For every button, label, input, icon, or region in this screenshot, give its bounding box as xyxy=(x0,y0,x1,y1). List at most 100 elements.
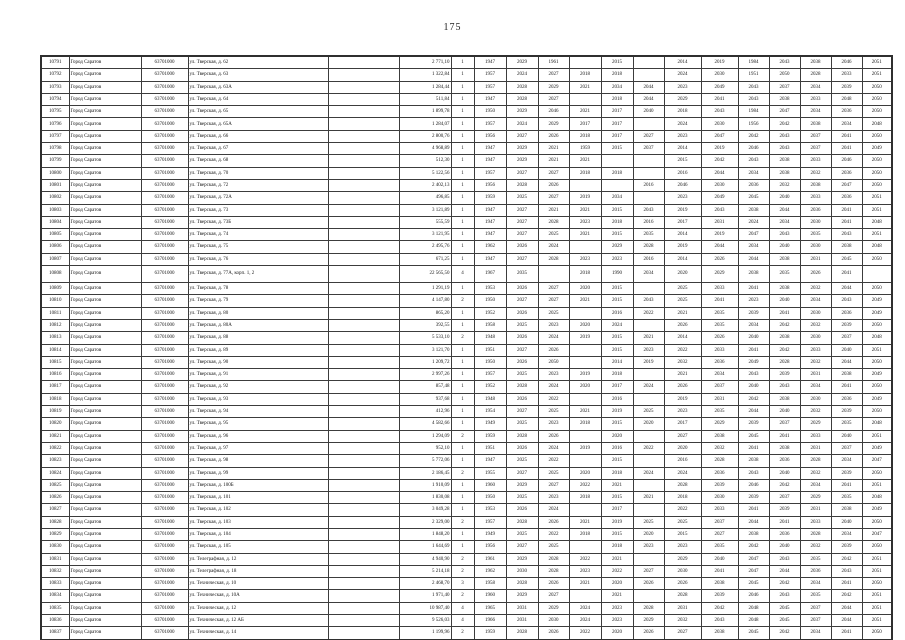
year-built: 1965 xyxy=(473,601,507,616)
note-cell xyxy=(327,614,400,628)
total-area: 5 122,56 xyxy=(398,166,452,180)
table-row: 10835 Город Саратов 63701000 ул. Техническа… xyxy=(40,601,893,616)
municipality-name: Город Саратов xyxy=(68,343,142,357)
plan-year-4: 2022 xyxy=(600,564,634,579)
plan-year-12: 2049 xyxy=(861,392,893,407)
note-cell xyxy=(327,166,400,180)
oktmo-code: 63701000 xyxy=(140,515,189,529)
plan-year-6: 2019 xyxy=(663,240,702,254)
plan-year-9: 2038 xyxy=(768,392,801,407)
plan-year-5: 2022 xyxy=(632,441,665,456)
plan-year-4: 2015 xyxy=(600,331,634,345)
row-number: 10809 xyxy=(40,282,70,296)
floors-count: 1 xyxy=(450,105,475,119)
plan-year-9: 2040 xyxy=(768,240,801,254)
plan-year-7: 2030 xyxy=(700,117,739,131)
plan-year-4 xyxy=(600,154,634,168)
plan-year-12: 2050 xyxy=(861,178,893,193)
floors-count: 1 xyxy=(450,527,475,542)
plan-year-1: 2026 xyxy=(505,503,539,517)
plan-year-3: 2021 xyxy=(568,577,602,591)
municipality-name: Город Саратов xyxy=(68,441,142,456)
plan-year-4: 2018 xyxy=(600,368,634,382)
plan-year-8: 2036 xyxy=(737,178,770,193)
plan-year-11: 2042 xyxy=(830,552,863,566)
oktmo-code: 63701000 xyxy=(140,105,189,119)
table-row: 10795 Город Саратов 63701000 ул. Тверская, … xyxy=(40,105,893,119)
total-area: 2 800,76 xyxy=(398,129,452,144)
plan-year-2: 2027 xyxy=(537,92,570,107)
oktmo-code: 63701000 xyxy=(140,331,189,345)
plan-year-10: 2035 xyxy=(799,552,832,566)
plan-year-6: 2026 xyxy=(663,318,702,333)
municipality-name: Город Саратов xyxy=(68,405,142,419)
row-number: 10802 xyxy=(40,191,70,205)
plan-year-11: 2034 xyxy=(830,527,863,542)
year-built: 1949 xyxy=(473,527,507,542)
table-row: 10816 Город Саратов 63701000 ул. Тверская, … xyxy=(40,368,893,382)
plan-year-7: 2033 xyxy=(700,343,739,357)
plan-year-5: 2025 xyxy=(632,515,665,529)
plan-year-7: 2042 xyxy=(700,154,739,168)
municipality-name: Город Саратов xyxy=(68,527,142,542)
total-area: 1 830,08 xyxy=(398,491,452,505)
plan-year-10: 2031 xyxy=(799,252,832,267)
year-built: 1950 xyxy=(473,491,507,505)
plan-year-3: 2023 xyxy=(568,215,602,230)
plan-year-6: 2025 xyxy=(663,282,702,296)
plan-year-4: 2019 xyxy=(600,405,634,419)
plan-year-8: 2023 xyxy=(737,294,770,308)
plan-year-7: 2041 xyxy=(700,564,739,579)
total-area: 9 526,03 xyxy=(398,614,452,628)
note-cell xyxy=(327,154,400,168)
plan-year-10: 2037 xyxy=(799,614,832,628)
plan-year-4: 2014 xyxy=(600,355,634,370)
plan-year-5: 2023 xyxy=(632,343,665,357)
table-row: 10805 Город Саратов 63701000 ул. Тверская, … xyxy=(40,228,893,242)
plan-year-9: 2040 xyxy=(768,294,801,308)
plan-year-5: 2022 xyxy=(632,306,665,320)
year-built: 1956 xyxy=(473,540,507,554)
table-row: 10814 Город Саратов 63701000 ул. Тверская, … xyxy=(40,343,893,357)
row-number: 10817 xyxy=(40,380,70,394)
plan-year-2: 2024 xyxy=(537,240,570,254)
total-area: 5 772,06 xyxy=(398,454,452,468)
oktmo-code: 63701000 xyxy=(140,527,189,542)
address: ул. Техническая, д. 12 АБ xyxy=(187,614,329,628)
note-cell xyxy=(327,540,400,554)
plan-year-4: 2015 xyxy=(600,343,634,357)
floors-count: 4 xyxy=(450,614,475,628)
plan-year-10: 2033 xyxy=(799,429,832,443)
plan-year-12: 2049 xyxy=(861,368,893,382)
year-built: 1951 xyxy=(473,343,507,357)
plan-year-1: 2031 xyxy=(505,601,539,616)
plan-year-1: 2028 xyxy=(505,515,539,529)
total-area: 4 147,80 xyxy=(398,294,452,308)
plan-year-10: 2034 xyxy=(799,80,832,94)
municipality-name: Город Саратов xyxy=(68,154,142,168)
municipality-name: Город Саратов xyxy=(68,228,142,242)
total-area: 5 533,10 xyxy=(398,331,452,345)
plan-year-5: 2028 xyxy=(632,240,665,254)
oktmo-code: 63701000 xyxy=(140,228,189,242)
plan-year-3: 2024 xyxy=(568,601,602,616)
total-area: 511,84 xyxy=(398,92,452,107)
row-number: 10795 xyxy=(40,105,70,119)
year-built: 1966 xyxy=(473,614,507,628)
plan-year-9: 2044 xyxy=(768,203,801,217)
plan-year-12: 2051 xyxy=(861,228,893,242)
plan-year-5: 2016 xyxy=(632,178,665,193)
plan-year-3: 2020 xyxy=(568,318,602,333)
year-built: 1957 xyxy=(473,368,507,382)
note-cell xyxy=(327,355,400,370)
floors-count: 2 xyxy=(450,429,475,443)
plan-year-10: 2032 xyxy=(799,282,832,296)
plan-year-2: 2026 xyxy=(537,178,570,193)
address: ул. Тверская, д. 77А, корп. 1, 2 xyxy=(187,265,329,284)
plan-year-1: 2029 xyxy=(505,154,539,168)
floors-count: 1 xyxy=(450,129,475,144)
plan-year-12: 2050 xyxy=(861,92,893,107)
plan-year-11: 2042 xyxy=(830,589,863,603)
table-row: 10831 Город Саратов 63701000 ул. Телеграфна… xyxy=(40,552,893,566)
plan-year-6: 2028 xyxy=(663,589,702,603)
